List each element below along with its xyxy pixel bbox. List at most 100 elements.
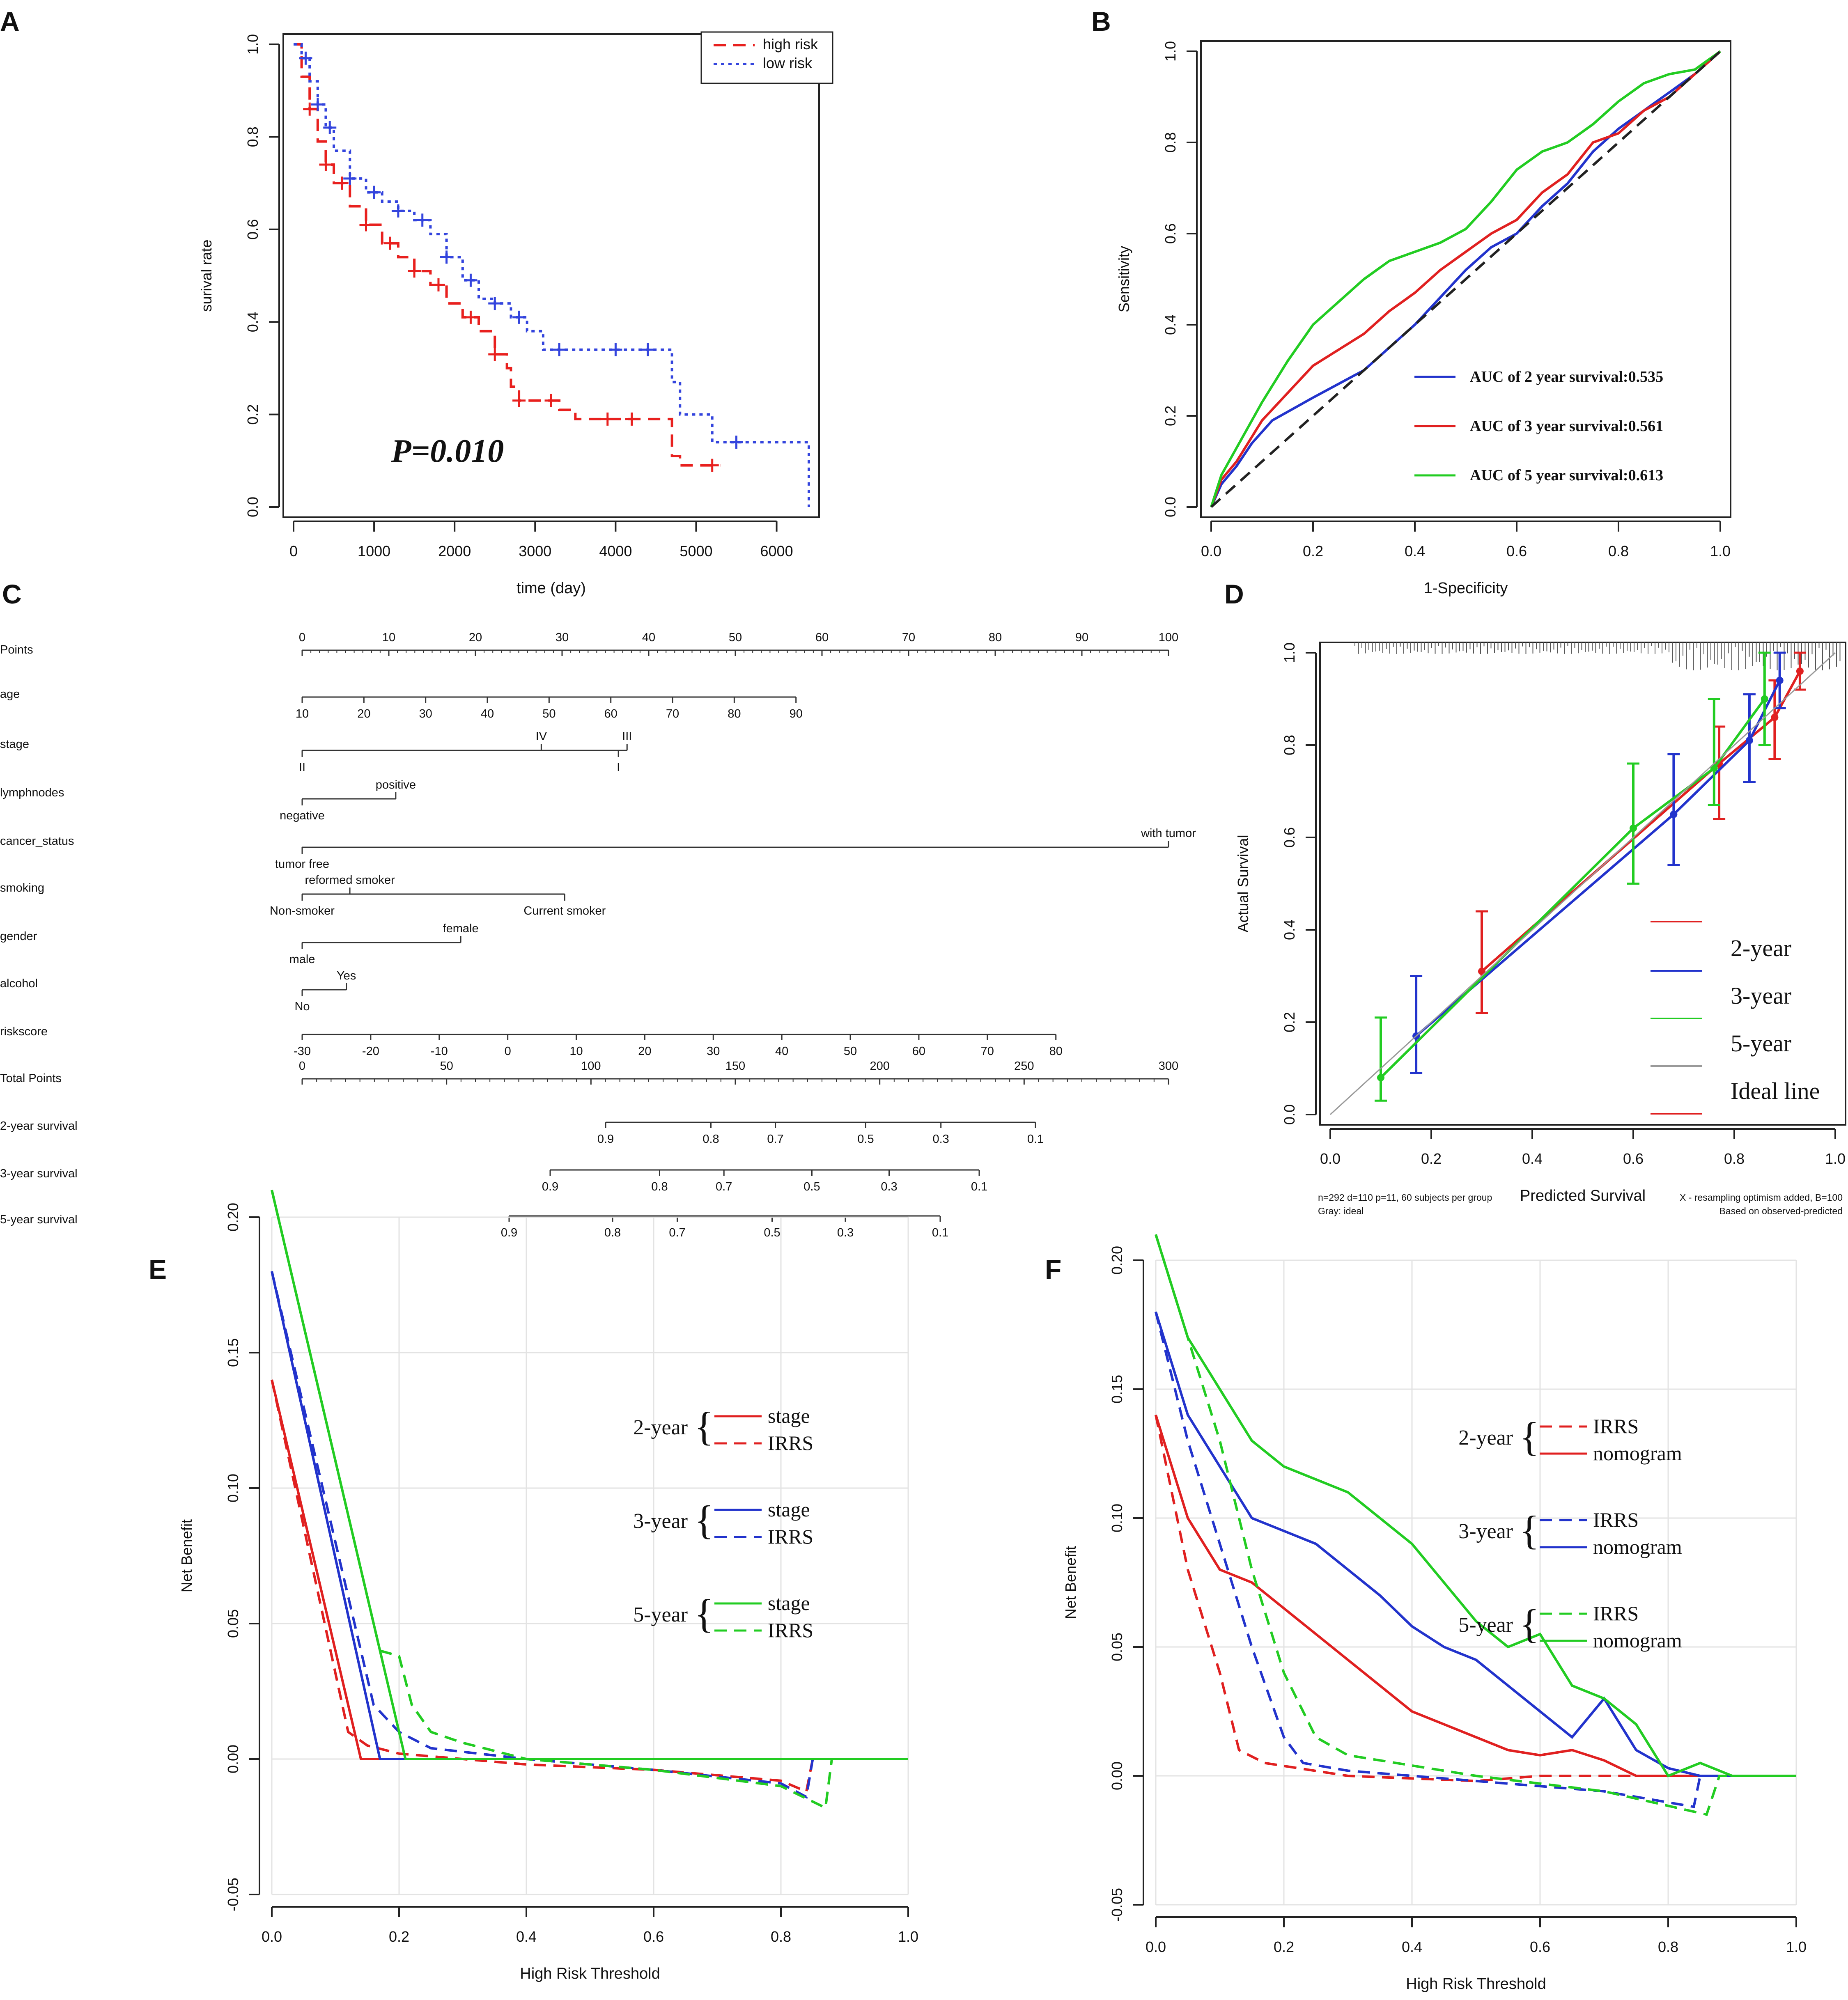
nomogram-tick-label: 70 (666, 707, 679, 720)
nomogram-tick-label: 0 (299, 631, 305, 644)
x-tick-label: 1.0 (1825, 1150, 1846, 1167)
x-tick-label: 4000 (599, 543, 632, 560)
nomogram-row-label: 3-year survival (0, 1167, 78, 1180)
censor-mark (705, 459, 719, 472)
nomogram-tick-label: 0.7 (669, 1226, 685, 1239)
net-benefit-curve (1155, 1414, 1796, 1777)
legend-brace: { (1520, 1601, 1539, 1647)
y-tick-label: 0.0 (1281, 1104, 1298, 1125)
y-tick-label: 0.8 (1281, 735, 1298, 755)
net-benefit-curve (271, 1271, 908, 1760)
nomogram-tick-label: 20 (357, 707, 370, 720)
x-tick-label: 0.8 (1724, 1150, 1745, 1167)
y-tick-label: 0.15 (1109, 1375, 1125, 1404)
legend-label: stage (768, 1404, 810, 1427)
y-tick-label: 0.8 (244, 126, 261, 147)
legend-brace: { (694, 1497, 714, 1543)
x-tick-label: 0.8 (771, 1928, 791, 1945)
legend-label: 3-year (1731, 982, 1791, 1009)
censor-mark (440, 250, 453, 264)
calibration-point (1776, 677, 1784, 684)
nomogram-tick-label: 0.1 (1027, 1133, 1044, 1146)
roc-reference-line (1210, 50, 1722, 508)
legend-label: IRRS (768, 1431, 813, 1454)
calibration-point (1377, 1074, 1384, 1081)
legend-group-label: 5-year (1458, 1613, 1513, 1637)
censor-mark (323, 121, 337, 134)
calibration-point (1478, 968, 1485, 975)
legend-brace: { (1520, 1507, 1539, 1553)
x-tick-label: 0.2 (389, 1928, 409, 1945)
nomogram-tick-label: 0.1 (932, 1226, 948, 1239)
x-axis-title: time (day) (517, 580, 586, 597)
net-benefit-curve (271, 1190, 908, 1810)
y-axis-title: Sensitivity (1116, 246, 1132, 312)
panel-e: E 0.0 0.2 0.4 0.6 0.8 1.0 -0.05 0.00 0.05 0.10 0.15… (149, 1190, 918, 1982)
x-tick-label: 0.4 (1522, 1150, 1543, 1167)
legend-label: AUC of 5 year survival:0.613 (1470, 467, 1663, 484)
censor-mark (416, 213, 429, 227)
legend-box (700, 31, 833, 84)
nomogram-tick-label: 0.5 (764, 1226, 780, 1239)
x-axis-title: High Risk Threshold (520, 1965, 660, 1982)
panel-a: A 0 1000 2000 3000 4000 5000 6000 0.0 0.2 0.4 0.6 0.… (0, 6, 833, 597)
censor-mark (730, 436, 743, 449)
nomogram-category-label: Current smoker (523, 904, 606, 917)
legend-label: AUC of 3 year survival:0.561 (1470, 417, 1663, 435)
calibration-point (1710, 764, 1718, 772)
nomogram-tick-label: 50 (542, 707, 556, 720)
nomogram-tick-label: 0.3 (837, 1226, 854, 1239)
x-tick-label: 1.0 (898, 1928, 918, 1945)
nomogram-tick-label: 60 (604, 707, 618, 720)
nomogram-tick-label: 0.8 (604, 1226, 621, 1239)
legend-label: low risk (763, 55, 813, 71)
x-tick-label: 0.0 (1320, 1150, 1341, 1167)
x-tick-label: 0.2 (1421, 1150, 1442, 1167)
nomogram-category-label: Non-smoker (270, 904, 335, 917)
nomogram-tick-label: 0.9 (542, 1180, 558, 1193)
nomogram-tick-label: 0.3 (932, 1133, 949, 1146)
footnote: Gray: ideal (1318, 1206, 1364, 1216)
y-tick-label: 1.0 (1162, 41, 1179, 62)
nomogram-row-label: Total Points (0, 1072, 62, 1085)
x-tick-label: 0.4 (516, 1928, 537, 1945)
y-tick-label: 0.4 (1281, 920, 1298, 940)
nomogram-category-label: reformed smoker (305, 874, 395, 887)
y-axis-title: surival rate (198, 239, 215, 312)
y-tick-label: 0.6 (1162, 223, 1179, 244)
nomogram-tick-label: 150 (725, 1060, 745, 1073)
nomogram-tick-label: 300 (1159, 1060, 1178, 1073)
y-tick-label: 1.0 (1281, 642, 1298, 663)
y-tick-label: 0.0 (1162, 497, 1179, 517)
legend-brace: { (694, 1404, 714, 1449)
nomogram-tick-label: 10 (296, 707, 309, 720)
roc-curve (1210, 50, 1722, 508)
nomogram-tick-label: 40 (642, 631, 655, 644)
nomogram-tick-label: 90 (1075, 631, 1088, 644)
nomogram-category-label: III (622, 730, 632, 743)
nomogram-row-label: age (0, 688, 20, 701)
nomogram-tick-label: 90 (790, 707, 803, 720)
nomogram-tick-label: 0 (505, 1045, 511, 1058)
nomogram-category-label: with tumor (1141, 827, 1196, 840)
nomogram-row-label: smoking (0, 881, 44, 894)
x-tick-label: 3000 (519, 543, 551, 560)
nomogram-category-label: Yes (337, 969, 356, 982)
calibration-line (1380, 698, 1766, 1079)
net-benefit-curve (1155, 1234, 1796, 1816)
nomogram-tick-label: 30 (419, 707, 432, 720)
y-tick-label: 0.6 (1281, 827, 1298, 848)
panel-f: F 0.0 0.2 0.4 0.6 0.8 1.0 -0.05 0.00 0.05 0.10 0.15… (1045, 1234, 1807, 1993)
net-benefit-curve (1155, 1311, 1796, 1808)
nomogram-category-label: IV (536, 730, 547, 743)
nomogram-tick-label: 40 (775, 1045, 788, 1058)
panel-b: B 0.0 0.2 0.4 0.6 0.8 1.0 0.0 0.2 0.4 0.6 0.8 1.0 1-S… (1091, 6, 1731, 597)
calibration-point (1745, 736, 1753, 744)
legend-label: IRRS (1593, 1415, 1639, 1438)
panel-letter: A (0, 6, 20, 37)
x-tick-label: 0.6 (1506, 543, 1527, 560)
p-value-annotation: P=0.010 (391, 433, 504, 469)
legend-label: IRRS (1593, 1508, 1639, 1531)
y-tick-label: 0.2 (244, 404, 261, 425)
nomogram-tick-label: 0.9 (501, 1226, 517, 1239)
